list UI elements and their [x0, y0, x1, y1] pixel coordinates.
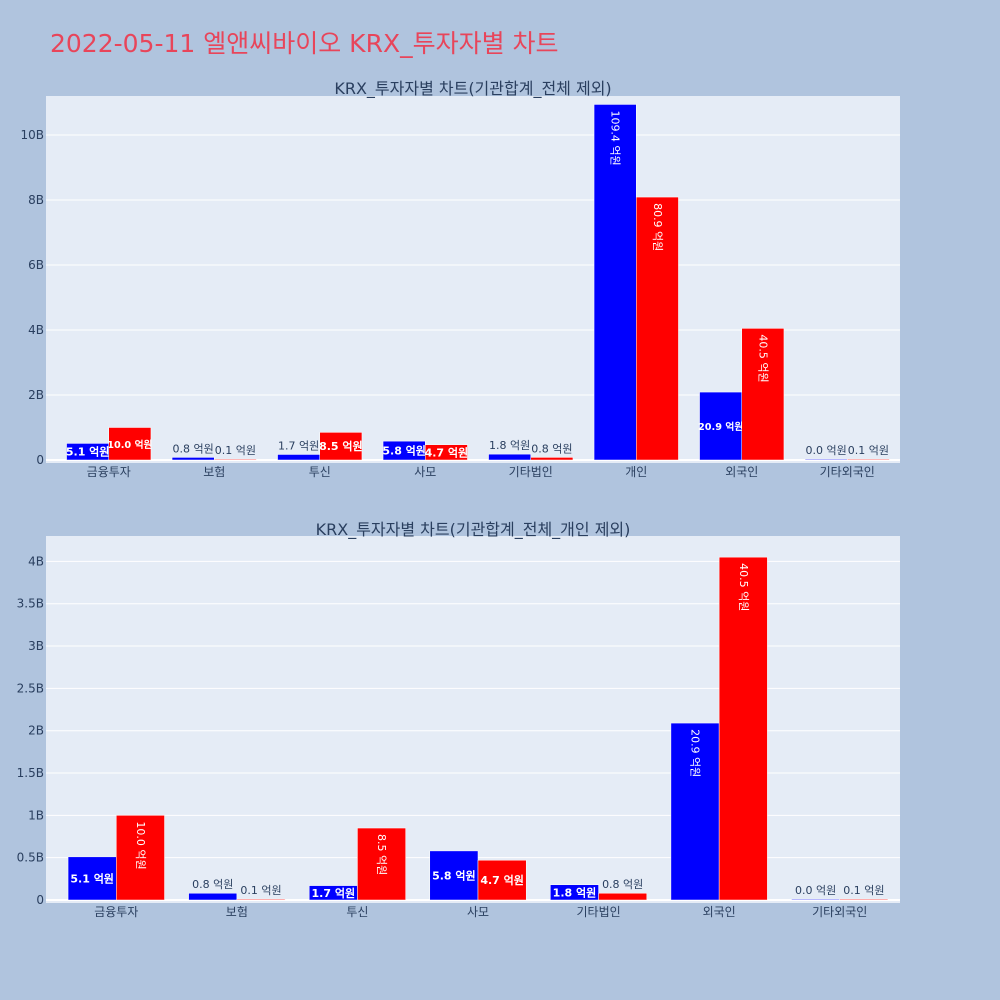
x-tick-label: 금융투자 — [87, 465, 131, 479]
data-label: 1.8 억원 — [489, 439, 530, 452]
data-label: 0.8 억원 — [602, 878, 643, 891]
chart-title: KRX_투자자별 차트(기관합계_전체_개인 제외) — [316, 520, 631, 540]
y-tick-label: 2B — [28, 724, 44, 738]
bar — [670, 722, 720, 901]
x-tick-label: 기타법인 — [576, 905, 620, 919]
y-tick-label: 0.5B — [17, 851, 44, 865]
data-label: 5.1 억원 — [70, 871, 114, 885]
x-tick-label: 기타법인 — [509, 465, 553, 479]
data-label: 0.1 억원 — [240, 884, 281, 897]
bar — [804, 458, 848, 461]
y-tick-label: 3.5B — [17, 597, 44, 611]
data-label: 0.1 억원 — [848, 444, 889, 457]
bar — [214, 458, 257, 461]
bar — [699, 391, 742, 461]
x-tick-label: 기타외국인 — [812, 905, 867, 919]
x-tick-label: 외국인 — [725, 465, 758, 479]
bar — [598, 892, 648, 901]
data-label: 4.7 억원 — [480, 873, 524, 887]
bar — [116, 815, 165, 901]
bar — [477, 859, 527, 901]
data-label: 0.8 억원 — [192, 878, 233, 891]
plot-area — [46, 536, 900, 903]
bar — [847, 458, 890, 461]
x-tick-label: 외국인 — [703, 905, 736, 919]
x-tick-label: 개인 — [625, 465, 647, 479]
x-tick-label: 보험 — [203, 465, 225, 479]
data-label: 0.0 억원 — [806, 444, 847, 457]
x-tick-label: 기타외국인 — [820, 465, 875, 479]
x-tick-label: 투신 — [346, 905, 368, 919]
data-label: 1.7 억원 — [312, 886, 356, 900]
data-label: 8.5 억원 — [375, 834, 388, 875]
y-tick-label: 0 — [36, 453, 44, 467]
y-tick-label: 2B — [28, 388, 44, 402]
bar — [488, 453, 531, 461]
data-label: 0.1 억원 — [215, 444, 256, 457]
bar — [429, 850, 479, 901]
bar — [319, 432, 363, 461]
bar — [550, 884, 599, 901]
data-label: 5.8 억원 — [432, 868, 476, 882]
data-label: 109.4 억원 — [609, 110, 622, 165]
data-label: 10.0 억원 — [107, 438, 152, 451]
bar — [839, 898, 889, 901]
bar — [188, 892, 238, 901]
bar — [108, 427, 152, 461]
bar — [357, 827, 406, 901]
bar — [67, 856, 117, 901]
y-tick-label: 0 — [36, 893, 44, 907]
chart-title: KRX_투자자별 차트(기관합계_전체 제외) — [334, 79, 611, 99]
y-tick-label: 4B — [28, 554, 44, 568]
y-tick-label: 1.5B — [17, 766, 44, 780]
data-label: 0.0 억원 — [795, 884, 836, 897]
y-tick-label: 1B — [28, 808, 44, 822]
data-label: 20.9 억원 — [698, 420, 743, 433]
data-label: 0.1 억원 — [843, 884, 884, 897]
page-title: 2022-05-11 엘앤씨바이오 KRX_투자자별 차트 — [50, 29, 559, 58]
data-label: 5.8 억원 — [382, 444, 426, 458]
data-label: 8.5 억원 — [319, 439, 363, 453]
bar — [171, 457, 215, 461]
data-label: 0.8 억원 — [173, 442, 214, 455]
bar — [277, 454, 320, 461]
data-label: 0.8 억원 — [531, 442, 572, 455]
data-label: 40.5 억원 — [756, 334, 769, 382]
bar — [530, 457, 574, 461]
x-tick-label: 보험 — [226, 905, 248, 919]
x-tick-label: 사모 — [467, 905, 489, 919]
y-tick-label: 4B — [28, 323, 44, 337]
bar — [593, 104, 637, 461]
bar — [741, 328, 785, 461]
data-label: 20.9 억원 — [689, 729, 702, 777]
bar — [718, 556, 768, 901]
y-tick-label: 2.5B — [17, 681, 44, 695]
data-label: 80.9 억원 — [651, 203, 664, 251]
data-label: 1.8 억원 — [553, 885, 597, 899]
y-tick-label: 8B — [28, 193, 44, 207]
data-label: 10.0 억원 — [134, 821, 147, 869]
data-label: 1.7 억원 — [278, 439, 319, 452]
bar — [425, 444, 468, 461]
bar — [636, 196, 679, 461]
y-tick-label: 10B — [20, 128, 44, 142]
bar — [236, 898, 286, 901]
x-tick-label: 금융투자 — [94, 905, 138, 919]
y-tick-label: 6B — [28, 258, 44, 272]
data-label: 5.1 억원 — [66, 445, 110, 459]
x-tick-label: 투신 — [309, 465, 331, 479]
y-tick-label: 3B — [28, 639, 44, 653]
data-label: 40.5 억원 — [737, 563, 750, 611]
bar — [791, 898, 840, 901]
data-label: 4.7 억원 — [425, 445, 469, 459]
x-tick-label: 사모 — [414, 465, 436, 479]
